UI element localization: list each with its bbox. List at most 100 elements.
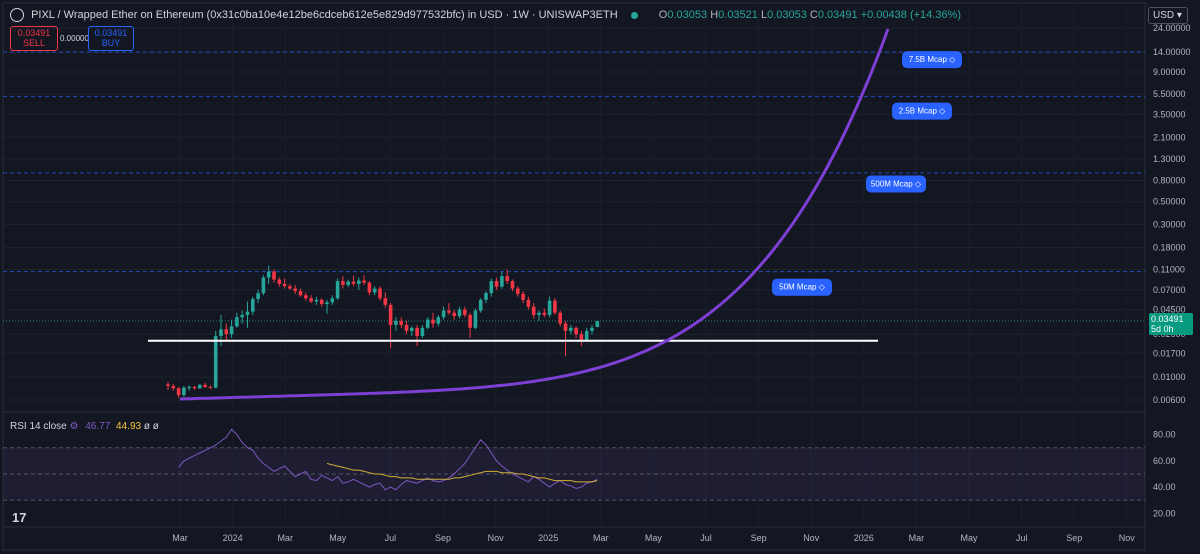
candle-body (335, 281, 340, 299)
candle-body (526, 299, 531, 307)
x-tick-label: May (329, 533, 347, 543)
candle-body (224, 329, 229, 335)
y-tick-label: 0.18000 (1153, 242, 1186, 252)
candle-body (282, 283, 287, 287)
buy-price: 0.03491 (94, 28, 128, 38)
candle-body (431, 319, 435, 324)
annotation-overlay: 7.5B Mcap ◇ 2.5B Mcap ◇ 500M Mcap ◇ 50M Mca… (148, 28, 962, 401)
y-tick-label: 9.00000 (1153, 67, 1186, 77)
candle-body (266, 271, 271, 278)
sell-button[interactable]: 0.03491 SELL (10, 26, 58, 51)
x-tick-label: Nov (488, 533, 505, 543)
candle-body (478, 299, 483, 311)
candle-body (590, 327, 594, 331)
candle-body (192, 387, 197, 389)
mcap-label: 2.5B Mcap ◇ (899, 107, 946, 116)
y-tick-label: 24.00000 (1153, 23, 1191, 33)
buy-button[interactable]: 0.03491 BUY (88, 26, 134, 51)
candle-body (245, 311, 250, 315)
y-tick-label: 5.50000 (1153, 89, 1186, 99)
candle-body (251, 299, 255, 312)
currency-label: USD (1153, 10, 1175, 21)
open-value: 0.03053 (667, 8, 708, 21)
bar-countdown: 5d 0h (1151, 324, 1174, 334)
candle-body (563, 323, 568, 331)
symbol-header: PIXL / Wrapped Ether on Ethereum (0x31c0… (10, 8, 961, 22)
mcap-label-box (772, 278, 832, 296)
candle-body (425, 319, 430, 328)
candle-body (166, 384, 170, 386)
candle-body (558, 312, 562, 324)
candle-body (362, 280, 366, 283)
x-tick-label: Jul (1016, 533, 1028, 543)
candle-body (394, 320, 398, 325)
time-axis[interactable]: Mar 2024 Mar May Jul Sep Nov 2025 Mar May Jul Sep No… (172, 533, 1135, 543)
candle-body (441, 310, 446, 318)
candle-body (447, 310, 451, 313)
candle-body (182, 387, 186, 396)
sell-label: SELL (22, 38, 46, 48)
candle-body (579, 334, 584, 340)
candle-body (494, 281, 499, 287)
candle-body (584, 330, 589, 340)
candle-body (378, 288, 382, 299)
x-tick-label: Nov (1119, 533, 1136, 543)
candle-body (510, 281, 515, 289)
mcap-label: 500M Mcap ◇ (871, 179, 922, 188)
y-tick-label: 1.30000 (1153, 154, 1186, 164)
candle-body (463, 309, 467, 315)
rsi-settings-icon[interactable]: ⚙ (69, 421, 79, 432)
candle-body (240, 314, 244, 318)
candle-body (187, 387, 191, 389)
rsi-ma-line (326, 463, 598, 483)
x-tick-label: Mar (172, 533, 188, 543)
y-tick-label: 0.11000 (1153, 265, 1185, 275)
y-tick-label: 0.50000 (1153, 197, 1186, 207)
candle-body (171, 385, 176, 389)
x-tick-label: Jul (700, 533, 712, 543)
candle-body (203, 384, 207, 388)
candle-body (521, 293, 525, 300)
candle-body (208, 387, 213, 389)
rsi-line (178, 428, 598, 491)
candle-body (213, 335, 218, 388)
rsi-ma-value: 44.93 (116, 421, 142, 432)
x-tick-label: Mar (593, 533, 609, 543)
mcap-label-box (866, 175, 926, 193)
candle-body (176, 388, 181, 396)
candle-body (547, 300, 552, 315)
candle-body (436, 317, 441, 324)
candle-body (388, 304, 393, 325)
rsi-extra-2: ø (152, 421, 159, 432)
rsi-legend[interactable]: RSI 14 close ⚙ 46.77 44.93 ø ø (10, 421, 159, 432)
candle-body (500, 276, 504, 287)
mcap-label: 50M Mcap ◇ (779, 283, 826, 292)
y-tick-label: 0.30000 (1153, 220, 1186, 230)
sell-price: 0.03491 (17, 28, 51, 38)
candle-body (595, 321, 600, 328)
tradingview-logo-icon: 17 (12, 510, 27, 525)
candle-body (351, 281, 356, 284)
candle-body (410, 327, 414, 331)
candle-body (304, 295, 308, 299)
y-tick-label: 0.80000 (1153, 176, 1186, 186)
token-logo-icon (10, 8, 24, 22)
symbol-title[interactable]: PIXL / Wrapped Ether on Ethereum (0x31c0… (31, 8, 618, 21)
x-tick-label: Sep (435, 533, 451, 543)
candle-body (531, 306, 536, 315)
candle-body (341, 281, 345, 285)
candle-body (516, 288, 520, 294)
candle-body (235, 317, 239, 327)
price-axis[interactable]: 24.00000 14.00000 9.00000 5.50000 3.50000 2.1… (1153, 23, 1191, 518)
candle-body (452, 312, 456, 317)
candle-body (489, 281, 494, 294)
y-tick-label: 0.01000 (1153, 372, 1186, 382)
rsi-tick-label: 80.00 (1153, 430, 1176, 440)
candle-body (399, 320, 403, 325)
candlestick-series (166, 265, 600, 398)
candle-body (484, 293, 488, 300)
y-tick-label: 0.07000 (1153, 285, 1186, 295)
candle-body (357, 280, 361, 284)
currency-select[interactable]: USD ▾ (1148, 7, 1188, 24)
y-tick-label: 0.01700 (1153, 348, 1186, 358)
